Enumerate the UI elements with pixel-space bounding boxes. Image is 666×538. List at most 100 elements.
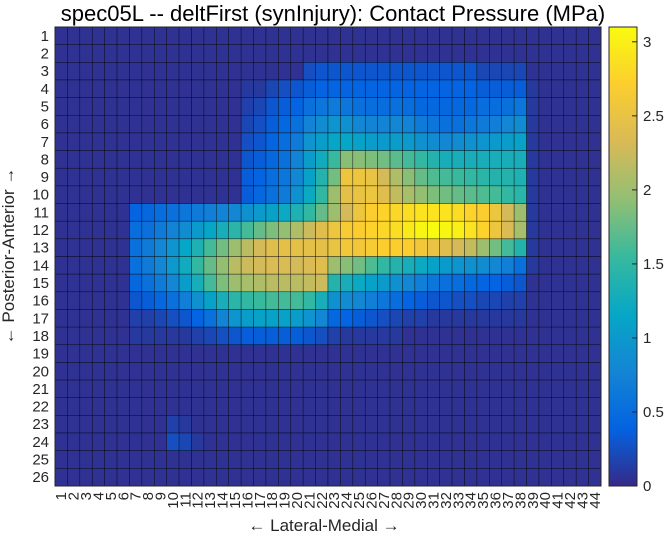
heatmap-cell [104, 44, 118, 63]
heatmap-cell [377, 309, 391, 328]
x-tick-label: 43 [574, 492, 591, 509]
heatmap-cell [191, 97, 205, 116]
heatmap-cell [166, 326, 180, 346]
heatmap-cell [427, 397, 440, 416]
heatmap-cell [476, 415, 490, 434]
heatmap-cell [216, 468, 229, 487]
heatmap-cell [154, 291, 167, 310]
heatmap-cell [290, 185, 304, 204]
heatmap-cell [364, 97, 378, 116]
heatmap-cell [340, 309, 354, 328]
heatmap-cell [563, 397, 577, 416]
heatmap-cell [265, 167, 279, 187]
heatmap-cell [389, 344, 403, 363]
heatmap-cell [203, 97, 217, 116]
heatmap-cell [178, 97, 192, 116]
heatmap-cell [476, 432, 490, 451]
heatmap-cell [54, 220, 68, 240]
heatmap-cell [54, 44, 68, 63]
heatmap-cell [315, 185, 329, 204]
chart-title: spec05L -- deltFirst (synInjury): Contac… [61, 1, 605, 26]
heatmap-cell [67, 79, 81, 98]
heatmap-cell [439, 344, 453, 363]
x-tick-label: 42 [562, 492, 579, 509]
heatmap-cell [91, 26, 105, 45]
heatmap-cell [489, 450, 502, 469]
heatmap-cell [104, 185, 118, 204]
heatmap-cell [240, 291, 254, 310]
heatmap-cell [476, 97, 490, 116]
heatmap-cell [588, 79, 602, 98]
heatmap-cell [116, 397, 130, 416]
heatmap-cell [538, 44, 552, 63]
heatmap-cell [116, 97, 130, 116]
heatmap-cell [364, 238, 378, 257]
heatmap-cell [513, 309, 527, 328]
heatmap-cell [79, 115, 93, 134]
heatmap-cell [141, 326, 155, 346]
heatmap-cell [240, 62, 254, 81]
heatmap-cell [228, 97, 242, 116]
heatmap-cell [563, 362, 577, 381]
heatmap-cell [240, 220, 254, 240]
x-tick-labels: 1234567891011121314151617181920212223242… [53, 492, 604, 509]
heatmap-cell [402, 432, 416, 451]
heatmap-cell [203, 79, 217, 98]
heatmap-cell [228, 185, 242, 204]
heatmap-cell [91, 238, 105, 257]
heatmap-cell [513, 344, 527, 363]
heatmap-cell [166, 44, 180, 63]
heatmap-cell [191, 291, 205, 310]
heatmap-cell [389, 309, 403, 328]
heatmap-cell [141, 432, 155, 451]
heatmap-cell [364, 397, 378, 416]
heatmap-cell [327, 379, 341, 398]
heatmap-cell [414, 450, 428, 469]
heatmap-cell [228, 468, 242, 487]
heatmap-cell [129, 309, 143, 328]
heatmap-cell [166, 26, 180, 45]
heatmap-cell [216, 397, 229, 416]
heatmap-cell [178, 415, 192, 434]
heatmap-cell [427, 415, 440, 434]
heatmap-cell [116, 220, 130, 240]
heatmap-cell [302, 167, 316, 187]
heatmap-cell [278, 397, 292, 416]
heatmap-cell [129, 291, 143, 310]
heatmap-cell [464, 309, 478, 328]
heatmap-cell [464, 185, 478, 204]
heatmap-cell [501, 26, 515, 45]
heatmap-cell [451, 238, 465, 257]
heatmap-cell [253, 256, 267, 275]
heatmap-cell [141, 132, 155, 151]
heatmap-cell [340, 379, 354, 398]
heatmap-cell [476, 185, 490, 204]
heatmap-cell [551, 185, 565, 204]
heatmap-cell [464, 115, 478, 134]
heatmap-cell [364, 450, 378, 469]
heatmap-cell [253, 132, 267, 151]
heatmap-cell [129, 79, 143, 98]
heatmap-cell [315, 397, 329, 416]
heatmap-cell [265, 256, 279, 275]
heatmap-cell [526, 185, 540, 204]
heatmap-cell [551, 450, 565, 469]
heatmap-cell [526, 256, 540, 275]
heatmap-cell [178, 450, 192, 469]
y-tick-label: 20 [32, 363, 49, 380]
heatmap-cell [526, 309, 540, 328]
heatmap-cell [451, 150, 465, 169]
heatmap-cell [364, 326, 378, 346]
heatmap-cell [104, 220, 118, 240]
heatmap-cell [191, 79, 205, 98]
x-tick-label: 34 [463, 492, 480, 509]
heatmap-cell [538, 362, 552, 381]
heatmap-cell [216, 62, 229, 81]
heatmap-cell [278, 273, 292, 293]
heatmap-cell [427, 79, 440, 98]
heatmap-cell [588, 432, 602, 451]
heatmap-cell [389, 26, 403, 45]
heatmap-cell [364, 256, 378, 275]
heatmap-cell [575, 468, 589, 487]
heatmap-cell [451, 203, 465, 222]
